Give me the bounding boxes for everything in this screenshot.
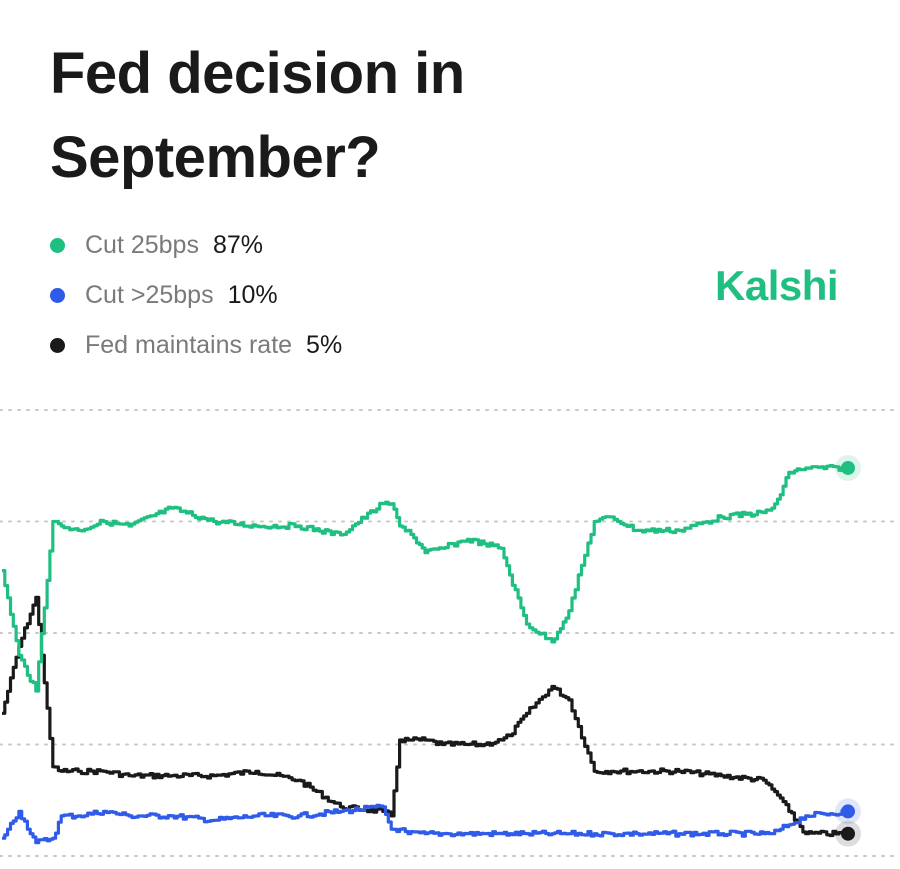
- kalshi-logo: Kalshi: [715, 262, 839, 309]
- legend-label: Cut >25bps: [85, 280, 214, 309]
- series-end-dot: [841, 460, 855, 475]
- legend-value: 87%: [212, 230, 264, 259]
- legend-item-fed-maintains[interactable]: Fed maintains rate 5%: [50, 320, 342, 370]
- legend-value: 5%: [306, 330, 343, 359]
- legend-dot-icon: [50, 237, 65, 253]
- probability-chart: [0, 409, 900, 857]
- legend: Cut 25bps 87% Cut >25bps 10% Fed maintai…: [50, 220, 342, 370]
- legend-item-cut-over-25bps[interactable]: Cut >25bps 10%: [50, 270, 342, 320]
- legend-label: Cut 25bps: [85, 230, 199, 259]
- series-line-cut-25bps: [2, 803, 850, 845]
- legend-value: 10%: [227, 280, 278, 309]
- series-end-dot: [841, 826, 855, 841]
- page-title: Fed decision in September?: [50, 41, 465, 190]
- legend-label: Fed maintains rate: [85, 330, 293, 359]
- series-line-fed-maintains-rate: [2, 595, 850, 838]
- gridlines: [0, 409, 900, 857]
- legend-dot-icon: [50, 337, 65, 353]
- legend-dot-icon: [50, 287, 65, 303]
- series-end-markers: [835, 454, 861, 847]
- legend-item-cut-25bps[interactable]: Cut 25bps 87%: [50, 220, 342, 270]
- series-lines: [2, 464, 850, 845]
- series-end-dot: [841, 804, 855, 819]
- series-line-cut-25bps: [2, 464, 850, 693]
